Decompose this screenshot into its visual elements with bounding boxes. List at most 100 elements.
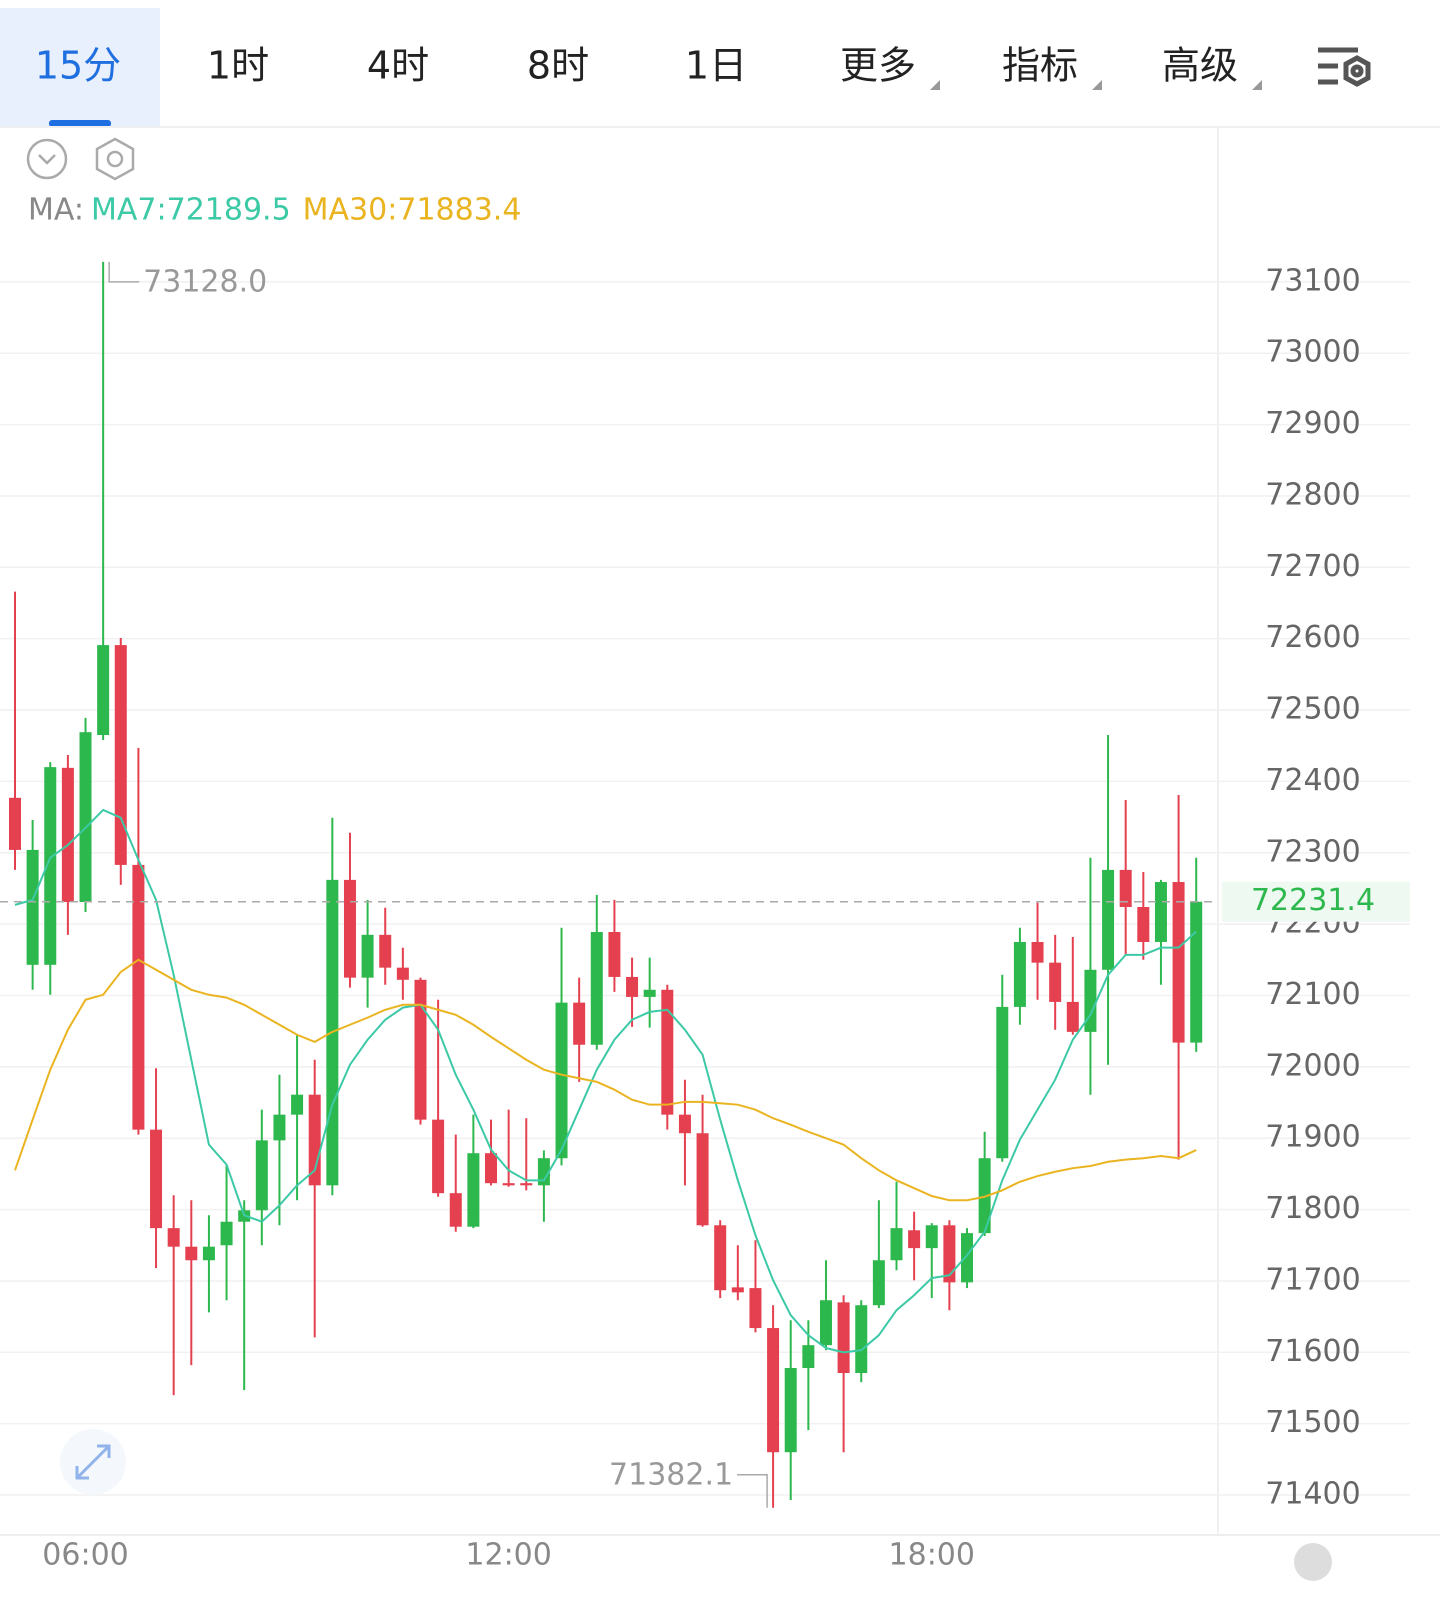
candle-body bbox=[502, 1183, 515, 1186]
candle-body bbox=[678, 1114, 691, 1134]
tab[interactable]: 8时 bbox=[527, 44, 589, 88]
candle-body bbox=[44, 767, 57, 965]
candle-body bbox=[573, 1002, 586, 1045]
candle-body bbox=[961, 1233, 974, 1283]
candle-body bbox=[273, 1114, 286, 1141]
candle-body bbox=[220, 1221, 233, 1246]
y-tick-label: 72100 bbox=[1265, 977, 1360, 1012]
candle-body bbox=[202, 1246, 215, 1261]
candle-body bbox=[855, 1305, 868, 1374]
high-label: 73128.0 bbox=[143, 264, 267, 299]
candle-body bbox=[767, 1328, 780, 1453]
selected-tab-indicator bbox=[49, 120, 111, 127]
candle-body bbox=[590, 931, 603, 1045]
candle-body bbox=[255, 1140, 268, 1211]
selected-tab-bg bbox=[0, 8, 160, 127]
candle-body bbox=[555, 1002, 568, 1159]
settings-icon[interactable] bbox=[1318, 47, 1371, 87]
ma30-legend: MA30:71883.4 bbox=[303, 193, 522, 228]
dropdown-triangle bbox=[930, 80, 940, 90]
y-tick-label: 71800 bbox=[1265, 1191, 1360, 1226]
last-price-label: 72231.4 bbox=[1251, 883, 1375, 918]
ma-line bbox=[14, 808, 1197, 1354]
y-tick-label: 72900 bbox=[1265, 406, 1360, 441]
candle-body bbox=[608, 931, 621, 977]
tab[interactable]: 更多 bbox=[840, 44, 916, 88]
y-tick-label: 72800 bbox=[1265, 477, 1360, 512]
candle-body bbox=[978, 1158, 991, 1234]
tab[interactable]: 1日 bbox=[685, 44, 747, 88]
k-button[interactable] bbox=[1294, 1543, 1332, 1581]
candle-body bbox=[802, 1345, 815, 1369]
candle-body bbox=[9, 797, 21, 850]
dropdown-triangle bbox=[1092, 80, 1102, 90]
candle-body bbox=[749, 1288, 762, 1329]
candle-body bbox=[432, 1119, 445, 1194]
candle-body bbox=[396, 967, 409, 980]
tab[interactable]: 1时 bbox=[207, 44, 269, 88]
candle-body bbox=[79, 732, 92, 903]
candle-body bbox=[943, 1225, 956, 1283]
y-tick-label: 71900 bbox=[1265, 1120, 1360, 1155]
candle-body bbox=[26, 849, 39, 965]
y-tick-label: 71400 bbox=[1265, 1477, 1360, 1512]
candle-body bbox=[132, 864, 145, 1130]
candle-body bbox=[449, 1193, 462, 1227]
dropdown-triangle bbox=[1252, 80, 1262, 90]
candle-body bbox=[1137, 907, 1150, 942]
candle-body bbox=[643, 989, 656, 997]
candle-body bbox=[61, 767, 74, 903]
candle-body bbox=[714, 1225, 727, 1291]
candle-body bbox=[1013, 941, 1026, 1007]
candle-body bbox=[731, 1287, 744, 1293]
y-tick-label: 72000 bbox=[1265, 1048, 1360, 1083]
candle-body bbox=[837, 1302, 850, 1374]
fullscreen-button[interactable] bbox=[60, 1429, 126, 1495]
candle-body bbox=[485, 1153, 498, 1184]
candle-body bbox=[343, 879, 356, 978]
candle-body bbox=[872, 1260, 885, 1306]
tab[interactable]: 高级 bbox=[1162, 44, 1238, 88]
tab[interactable]: 4时 bbox=[367, 44, 429, 88]
candle-body bbox=[626, 976, 639, 997]
candle-body bbox=[308, 1094, 321, 1186]
candle-body bbox=[1172, 882, 1185, 1043]
candle-body bbox=[185, 1246, 198, 1261]
high-marker bbox=[108, 261, 140, 283]
candle-body bbox=[467, 1153, 480, 1227]
candle-body bbox=[291, 1094, 304, 1115]
candle-body bbox=[1154, 882, 1167, 942]
tab[interactable]: 指标 bbox=[1002, 44, 1078, 88]
candle-body bbox=[361, 934, 374, 978]
hexagon-settings-icon[interactable] bbox=[95, 137, 135, 181]
candle-body bbox=[1066, 1001, 1079, 1032]
candle-body bbox=[696, 1133, 709, 1226]
x-tick-label: 18:00 bbox=[889, 1538, 975, 1573]
candle-body bbox=[819, 1300, 832, 1346]
candle-body bbox=[908, 1230, 921, 1249]
candle-body bbox=[537, 1158, 550, 1186]
candle-body bbox=[414, 979, 427, 1120]
ma-line bbox=[14, 958, 1197, 1202]
tab[interactable]: 15分 bbox=[35, 44, 121, 88]
candle-body bbox=[1119, 869, 1132, 908]
y-tick-label: 71600 bbox=[1265, 1334, 1360, 1369]
y-tick-label: 73100 bbox=[1265, 263, 1360, 298]
candle-body bbox=[784, 1368, 797, 1453]
plot: 71400 71500 71600 71700 71800 71900 72000 72100… bbox=[0, 261, 1410, 1573]
collapse-icon[interactable] bbox=[26, 138, 68, 180]
tab-bar: 15分 1时 4时 8时 1日 更多 指标 高级 bbox=[35, 44, 1262, 90]
candle-body bbox=[925, 1225, 938, 1249]
last-price-bg bbox=[1222, 881, 1410, 922]
candle-body bbox=[661, 989, 674, 1115]
low-marker bbox=[737, 1474, 768, 1508]
candle-body bbox=[1049, 962, 1062, 1002]
y-tick-label: 73000 bbox=[1265, 335, 1360, 370]
y-tick-label: 72700 bbox=[1265, 549, 1360, 584]
y-tick-label: 72600 bbox=[1265, 620, 1360, 655]
low-label: 71382.1 bbox=[609, 1457, 733, 1492]
y-tick-label: 72400 bbox=[1265, 763, 1360, 798]
y-tick-label: 72500 bbox=[1265, 692, 1360, 727]
